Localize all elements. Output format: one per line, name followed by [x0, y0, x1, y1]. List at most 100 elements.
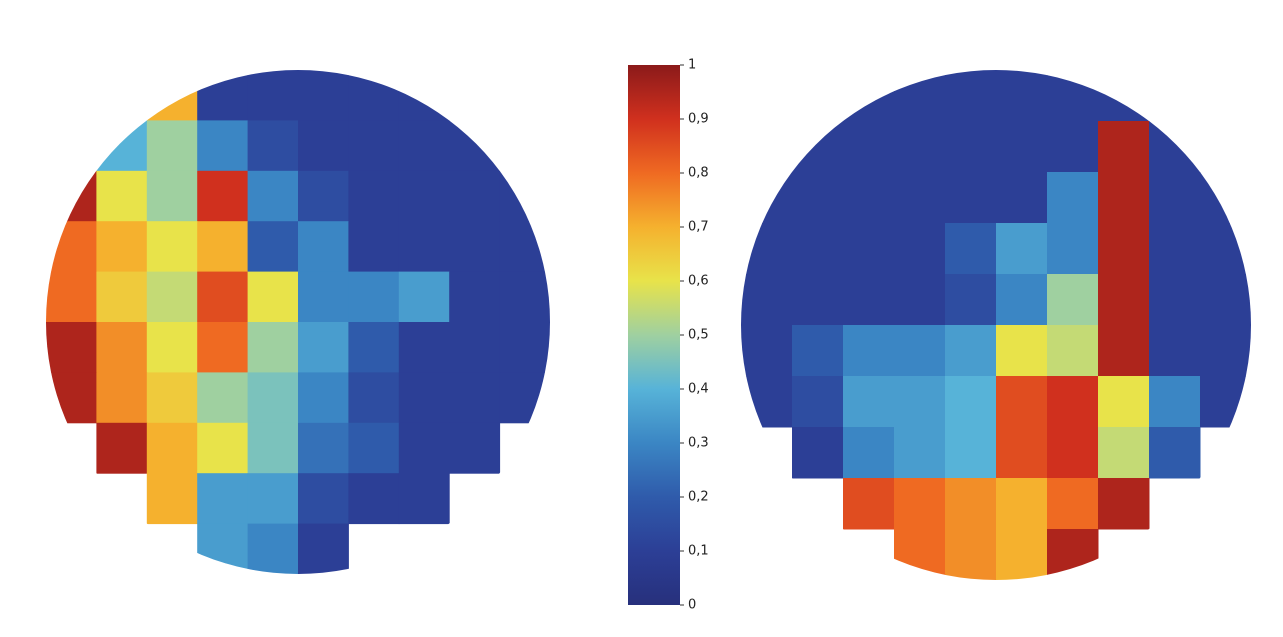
heatmap-cell: [146, 473, 198, 525]
heatmap-cell: [348, 221, 400, 273]
heatmap-cell: [741, 274, 793, 326]
heatmap-cell: [96, 372, 148, 424]
heatmap-cell: [46, 271, 97, 323]
heatmap-cell: [843, 376, 895, 428]
heatmap-cell: [1200, 325, 1251, 377]
heatmap-cell: [1149, 427, 1201, 479]
heatmap-cell: [96, 221, 148, 273]
heatmap-cell: [197, 523, 249, 574]
heatmap-cell: [1098, 376, 1150, 428]
heatmap-cell: [894, 172, 946, 224]
heatmap-cell: [996, 172, 1048, 224]
heatmap-cell: [996, 427, 1048, 479]
heatmap-cell: [247, 322, 299, 373]
heatmap-cell: [298, 372, 349, 424]
heatmap-cell: [843, 70, 895, 122]
heatmap-cell: [398, 473, 450, 525]
heatmap-cell: [1149, 274, 1201, 326]
heatmap-cell: [1098, 172, 1150, 224]
heatmap-cell: [398, 322, 450, 373]
heatmap-cell: [499, 271, 550, 323]
heatmap-cell: [894, 529, 946, 580]
colorbar-tick-label: 0,7: [688, 220, 709, 235]
heatmap-cell: [996, 223, 1048, 275]
colorbar-tick-label: 0,2: [688, 490, 709, 505]
heatmap-cell: [348, 473, 400, 525]
heatmap-cell: [96, 170, 148, 222]
heatmap-cell: [298, 523, 349, 574]
heatmap-cell: [894, 274, 946, 326]
heatmap-cell: [1098, 70, 1150, 122]
heatmap-cell: [46, 170, 97, 222]
heatmap-cell: [741, 223, 793, 275]
heatmap-cell: [499, 322, 550, 373]
heatmap-cell: [945, 325, 997, 377]
heatmap-cell: [499, 170, 550, 222]
heatmap-cell: [1149, 223, 1201, 275]
heatmap-cell: [298, 473, 349, 525]
heatmap-cell: [1098, 223, 1150, 275]
heatmap-cell: [449, 170, 501, 222]
heatmap-cell: [843, 325, 895, 377]
heatmap-cell: [247, 221, 299, 273]
heatmap-cell: [1098, 274, 1150, 326]
heatmap-cell: [792, 325, 844, 377]
heatmap-cell: [197, 322, 249, 373]
heatmap-cell: [298, 271, 349, 323]
heatmap-cell: [945, 529, 997, 580]
heatmap-cell: [197, 473, 249, 525]
heatmap-cell: [449, 120, 501, 172]
heatmap-cell: [197, 422, 249, 474]
heatmap-cell: [894, 121, 946, 173]
heatmap-cell: [792, 274, 844, 326]
heatmap-cell: [449, 372, 501, 424]
heatmap-cell: [945, 478, 997, 530]
heatmap-cell: [843, 172, 895, 224]
colorbar-tick-label: 0,5: [688, 328, 709, 343]
heatmap-cell: [996, 274, 1048, 326]
heatmap-cell: [96, 120, 148, 172]
heatmap-cell: [146, 120, 198, 172]
heatmap-cell: [197, 170, 249, 222]
heatmap-cell: [843, 121, 895, 173]
heatmap-cell: [348, 372, 400, 424]
heatmap-panel: [46, 70, 550, 574]
heatmap-cell: [398, 120, 450, 172]
heatmap-cell: [894, 223, 946, 275]
heatmap-cell: [348, 422, 400, 474]
colorbar-tick-label: 0,1: [688, 544, 709, 559]
heatmap-cell: [499, 372, 550, 424]
heatmap-cell: [996, 121, 1048, 173]
heatmap-cell: [1047, 172, 1099, 224]
heatmap-cell: [96, 422, 148, 474]
colorbar-tick-label: 0,3: [688, 436, 709, 451]
heatmap-cell: [1098, 121, 1150, 173]
heatmap-cell: [247, 70, 299, 121]
heatmap-cell: [298, 422, 349, 474]
heatmap-cell: [1098, 427, 1150, 479]
heatmap-cell: [1047, 427, 1099, 479]
heatmap-cell: [197, 70, 249, 121]
heatmap-cell: [945, 274, 997, 326]
colorbar-tick-label: 0,4: [688, 382, 709, 397]
colorbar-tick-label: 0,6: [688, 274, 709, 289]
heatmap-cell: [449, 422, 501, 474]
colorbar-tick-label: 0: [688, 598, 696, 613]
heatmap-cell: [1047, 376, 1099, 428]
heatmap-cell: [398, 221, 450, 273]
heatmap-cell: [792, 427, 844, 479]
colorbar: [628, 65, 680, 605]
heatmap-cell: [741, 376, 793, 428]
heatmap-cell: [1149, 325, 1201, 377]
heatmap-cell: [398, 170, 450, 222]
heatmap-cell: [348, 271, 400, 323]
heatmap-cell: [348, 322, 400, 373]
heatmap-cell: [197, 271, 249, 323]
heatmap-cell: [843, 478, 895, 530]
heatmap-cell: [1200, 274, 1251, 326]
heatmap-cell: [46, 372, 97, 424]
heatmap-cell: [843, 223, 895, 275]
heatmap-cell: [247, 170, 299, 222]
heatmap-cell: [996, 376, 1048, 428]
